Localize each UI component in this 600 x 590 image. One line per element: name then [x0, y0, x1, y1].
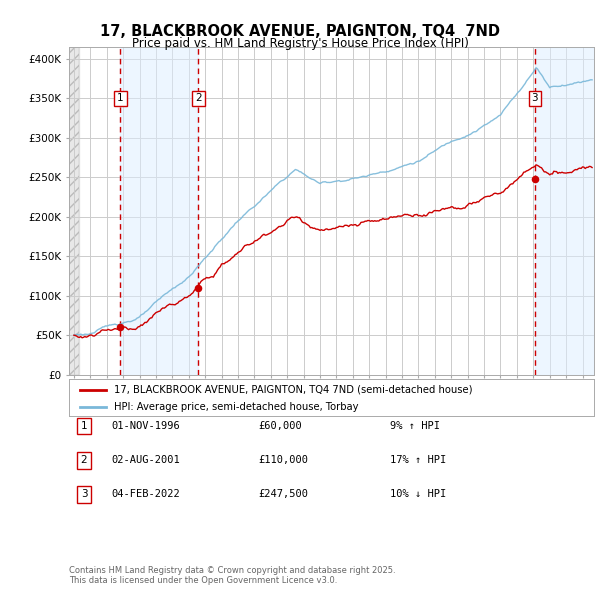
Text: 1: 1	[80, 421, 88, 431]
Text: 17% ↑ HPI: 17% ↑ HPI	[390, 455, 446, 465]
Text: 3: 3	[532, 93, 538, 103]
Text: 17, BLACKBROOK AVENUE, PAIGNTON, TQ4 7ND (semi-detached house): 17, BLACKBROOK AVENUE, PAIGNTON, TQ4 7ND…	[113, 385, 472, 395]
Bar	[121, 47, 199, 375]
Bar	[69, 47, 79, 375]
Text: 02-AUG-2001: 02-AUG-2001	[111, 455, 180, 465]
Text: £110,000: £110,000	[258, 455, 308, 465]
Text: 3: 3	[80, 490, 88, 499]
Text: 01-NOV-1996: 01-NOV-1996	[111, 421, 180, 431]
Text: 04-FEB-2022: 04-FEB-2022	[111, 490, 180, 499]
Text: 2: 2	[80, 455, 88, 465]
Text: 17, BLACKBROOK AVENUE, PAIGNTON, TQ4  7ND: 17, BLACKBROOK AVENUE, PAIGNTON, TQ4 7ND	[100, 24, 500, 38]
Point	[194, 283, 203, 293]
Bar	[535, 47, 594, 375]
Point	[530, 175, 539, 184]
Text: 9% ↑ HPI: 9% ↑ HPI	[390, 421, 440, 431]
Point	[116, 323, 125, 332]
Text: 1: 1	[117, 93, 124, 103]
Text: £247,500: £247,500	[258, 490, 308, 499]
Text: Contains HM Land Registry data © Crown copyright and database right 2025.
This d: Contains HM Land Registry data © Crown c…	[69, 566, 395, 585]
Text: £60,000: £60,000	[258, 421, 302, 431]
Text: 2: 2	[195, 93, 202, 103]
Bar	[69, 47, 79, 375]
Text: HPI: Average price, semi-detached house, Torbay: HPI: Average price, semi-detached house,…	[113, 402, 358, 412]
Text: 10% ↓ HPI: 10% ↓ HPI	[390, 490, 446, 499]
Text: Price paid vs. HM Land Registry's House Price Index (HPI): Price paid vs. HM Land Registry's House …	[131, 37, 469, 50]
